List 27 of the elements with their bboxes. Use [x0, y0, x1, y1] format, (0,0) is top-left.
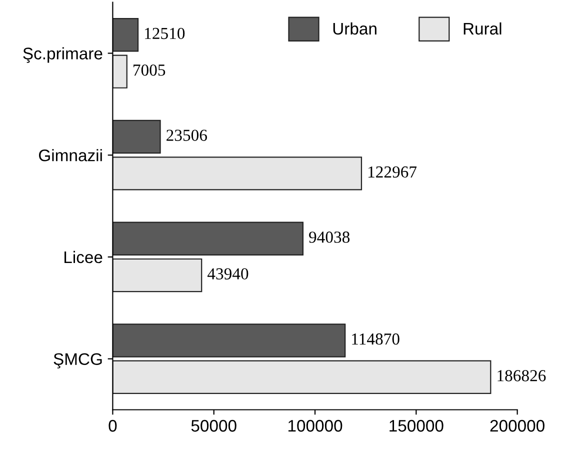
data-label: 186826 [498, 370, 546, 382]
x-tick-label: 150000 [390, 420, 444, 432]
bar [112, 156, 362, 190]
y-tick-label: Gimnazii [39, 149, 102, 162]
data-label: 23506 [166, 130, 207, 141]
x-tick-label: 50000 [191, 420, 236, 432]
bar [112, 120, 161, 154]
y-tick-label: ŞMCG [54, 353, 102, 368]
legend-label: Rural [464, 22, 502, 35]
bar [112, 222, 304, 256]
data-label: 122967 [368, 166, 417, 178]
data-label: 94038 [309, 232, 350, 243]
data-label: 43940 [207, 268, 248, 280]
y-tick-label: Licee [64, 250, 102, 264]
data-label: 7005 [134, 64, 166, 76]
y-tick-label: Şc.primare [23, 47, 102, 63]
x-tick-label: 0 [108, 420, 117, 432]
bar [112, 18, 139, 52]
bar [112, 360, 492, 394]
legend-label: Urban [333, 22, 376, 35]
bar [112, 324, 346, 358]
x-tick-label: 200000 [490, 420, 544, 432]
data-label: 114870 [352, 333, 400, 345]
x-tick-label: 100000 [288, 420, 342, 432]
data-label: 12510 [145, 28, 185, 40]
bar [112, 258, 202, 292]
bar [112, 54, 128, 88]
